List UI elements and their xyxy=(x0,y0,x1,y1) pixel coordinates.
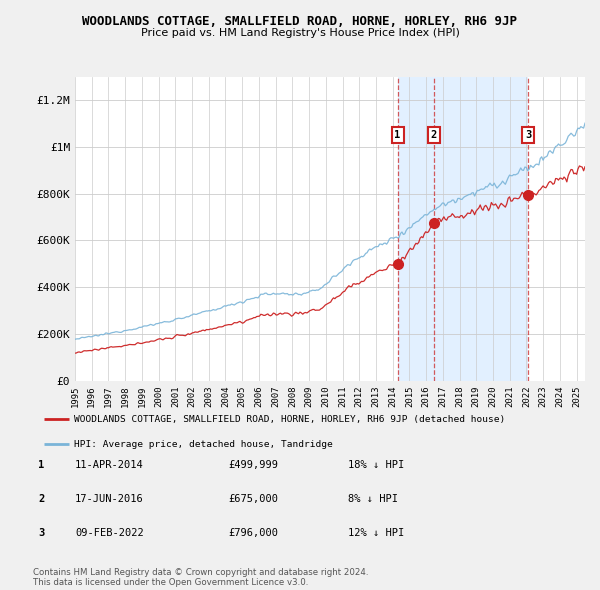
Text: WOODLANDS COTTAGE, SMALLFIELD ROAD, HORNE, HORLEY, RH6 9JP (detached house): WOODLANDS COTTAGE, SMALLFIELD ROAD, HORN… xyxy=(74,415,506,424)
Bar xyxy=(398,77,528,381)
Text: 1: 1 xyxy=(394,130,401,140)
Text: Price paid vs. HM Land Registry's House Price Index (HPI): Price paid vs. HM Land Registry's House … xyxy=(140,28,460,38)
Text: 09-FEB-2022: 09-FEB-2022 xyxy=(75,529,144,538)
Text: WOODLANDS COTTAGE, SMALLFIELD ROAD, HORNE, HORLEY, RH6 9JP: WOODLANDS COTTAGE, SMALLFIELD ROAD, HORN… xyxy=(83,15,517,28)
Text: £499,999: £499,999 xyxy=(228,460,278,470)
Text: £796,000: £796,000 xyxy=(228,529,278,538)
Text: 8% ↓ HPI: 8% ↓ HPI xyxy=(348,494,398,504)
Text: 2: 2 xyxy=(38,494,44,504)
Text: 18% ↓ HPI: 18% ↓ HPI xyxy=(348,460,404,470)
Text: 2: 2 xyxy=(431,130,437,140)
Text: 11-APR-2014: 11-APR-2014 xyxy=(75,460,144,470)
Text: Contains HM Land Registry data © Crown copyright and database right 2024.
This d: Contains HM Land Registry data © Crown c… xyxy=(33,568,368,587)
Text: 3: 3 xyxy=(525,130,531,140)
Text: 1: 1 xyxy=(38,460,44,470)
Text: £675,000: £675,000 xyxy=(228,494,278,504)
Text: HPI: Average price, detached house, Tandridge: HPI: Average price, detached house, Tand… xyxy=(74,440,333,449)
Text: 17-JUN-2016: 17-JUN-2016 xyxy=(75,494,144,504)
Text: 3: 3 xyxy=(38,529,44,538)
Text: 12% ↓ HPI: 12% ↓ HPI xyxy=(348,529,404,538)
